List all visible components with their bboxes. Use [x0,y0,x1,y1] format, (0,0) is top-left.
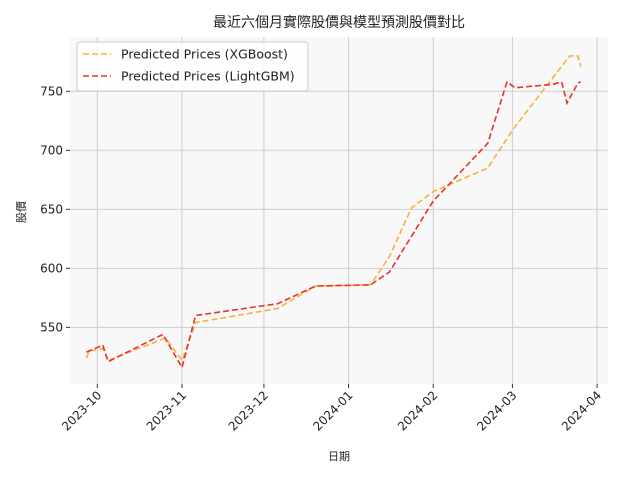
grid [70,37,608,384]
y-tick-label: 650 [40,202,63,216]
legend-box [76,41,309,92]
legend-label: Predicted Prices (LightGBM) [121,69,295,84]
y-axis-ticks: 550 600 650 700 750 [40,84,70,334]
y-tick-label: 750 [40,84,63,98]
y-axis-label: 股價 [14,201,28,223]
legend-label: Predicted Prices (XGBoost) [121,47,288,62]
legend: Predicted Prices (XGBoost) Predicted Pric… [76,41,309,92]
series-line-lightgbm [86,80,582,370]
plot-area [70,37,608,384]
plot-lines [85,55,582,370]
y-tick-label: 600 [40,261,63,275]
x-axis-label: 日期 [328,450,350,463]
chart-title: 最近六個月實際股價與模型預測股價對比 [213,14,465,31]
y-tick-label: 700 [40,143,63,157]
y-tick-label: 550 [40,320,63,334]
